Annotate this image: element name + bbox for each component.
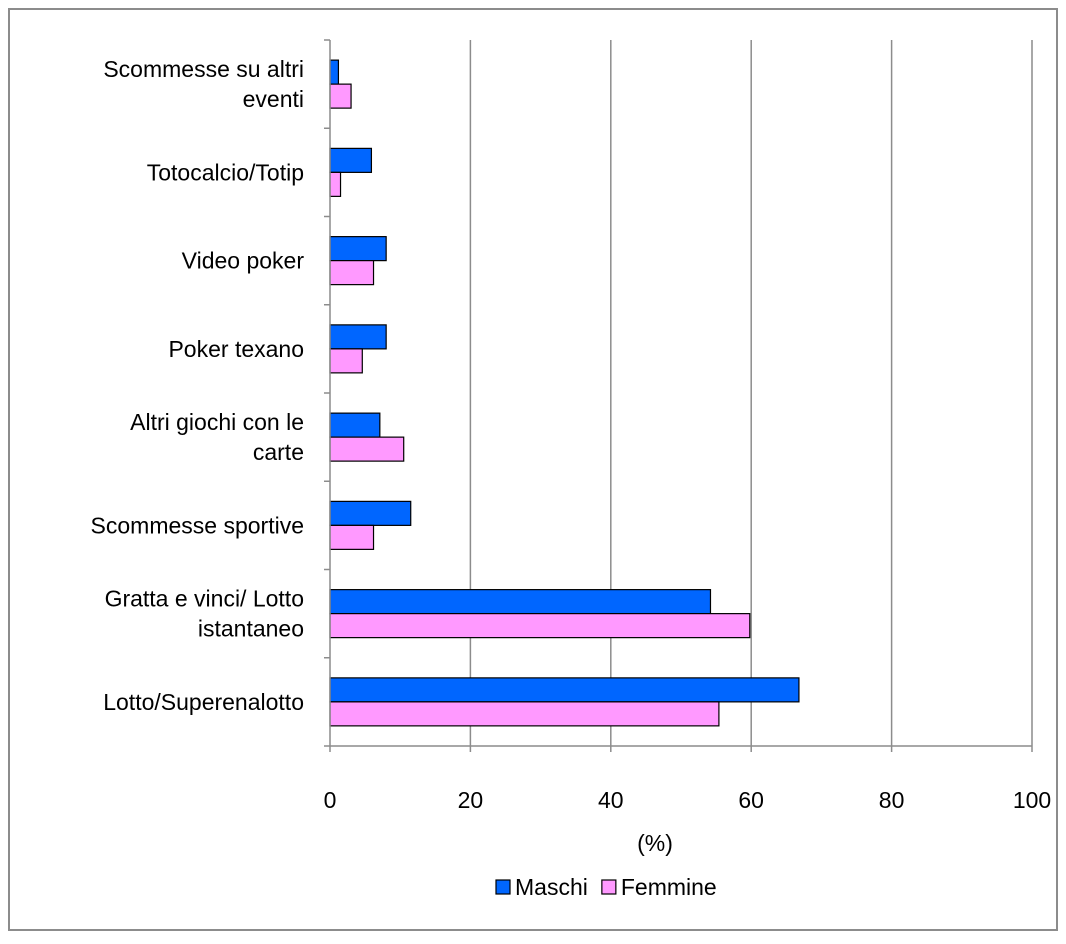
bar-femmine [329, 613, 751, 639]
x-tick-label: 60 [738, 787, 764, 813]
category-label: Scommesse sportive [91, 512, 304, 538]
category-label-line: Poker texano [168, 336, 304, 362]
bar-maschi [329, 589, 712, 615]
bar-femmine [329, 436, 405, 462]
category-label: Altri giochi con le carte [130, 409, 304, 465]
bar-maschi [329, 500, 412, 526]
legend: Maschi Femmine [495, 874, 717, 900]
bar-maschi [329, 412, 381, 438]
category-label-line: Gratta e vinci/ Lotto [105, 586, 304, 612]
category-label-line: istantaneo [198, 616, 304, 642]
category-label: Video poker [182, 248, 305, 274]
legend-swatch-maschi [495, 879, 511, 895]
category-label-line: Totocalcio/Totip [147, 159, 304, 185]
category-label: Gratta e vinci/ Lotto istantaneo [105, 586, 304, 642]
category-label: Scommesse su altri eventi [103, 56, 304, 112]
category-label: Totocalcio/Totip [147, 159, 304, 185]
bar-maschi [329, 147, 373, 173]
bar-femmine [329, 701, 720, 727]
x-tick-label: 0 [324, 787, 337, 813]
x-axis-title: (%) [637, 830, 673, 856]
category-label-line: Altri giochi con le [130, 409, 304, 435]
axes [324, 39, 1033, 752]
bar-femmine [329, 83, 352, 109]
category-labels: Scommesse su altri eventi Totocalcio/Totip… [91, 56, 305, 715]
bar-femmine [329, 348, 363, 374]
bar-femmine [329, 524, 375, 550]
bar-femmine [329, 171, 342, 197]
category-label-line: Scommesse sportive [91, 512, 304, 538]
category-label-line: eventi [243, 86, 304, 112]
x-tick-labels: 0 20 40 60 80 100 [324, 787, 1052, 813]
category-label-line: carte [253, 439, 304, 465]
x-tick-label: 100 [1013, 787, 1051, 813]
bars [329, 59, 800, 727]
legend-label-femmine: Femmine [621, 874, 717, 900]
x-tick-label: 40 [598, 787, 624, 813]
x-tick-label: 80 [879, 787, 905, 813]
bar-femmine [329, 260, 375, 286]
category-label-line: Lotto/Superenalotto [103, 689, 304, 715]
x-tick-label: 20 [458, 787, 484, 813]
legend-label-maschi: Maschi [515, 874, 588, 900]
bar-maschi [329, 236, 387, 262]
legend-swatch-femmine [601, 879, 617, 895]
category-label: Lotto/Superenalotto [103, 689, 304, 715]
bar-maschi [329, 677, 800, 703]
category-label-line: Video poker [182, 248, 305, 274]
chart-border [8, 8, 1058, 931]
category-label-line: Scommesse su altri [103, 56, 304, 82]
category-label: Poker texano [168, 336, 304, 362]
bar-maschi [329, 324, 387, 350]
bar-maschi [329, 59, 340, 85]
